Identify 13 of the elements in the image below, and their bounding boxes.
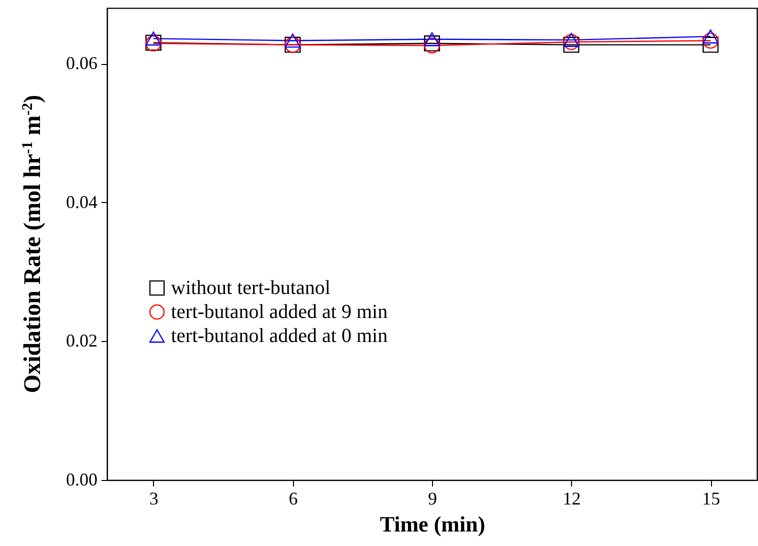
x-tick-label: 9 (428, 488, 437, 508)
legend-label: tert-butanol added at 0 min (171, 325, 388, 347)
y-tick-label: 0.02 (66, 330, 98, 351)
legend-label: without tert-butanol (171, 277, 331, 299)
y-tick-label: 0.04 (66, 192, 98, 212)
x-tick-label: 6 (288, 488, 298, 508)
x-tick-label: 3 (149, 488, 158, 508)
x-tick-label: 12 (562, 488, 581, 508)
y-tick-label: 0.06 (66, 53, 98, 74)
x-tick-label: 15 (702, 488, 720, 508)
legend-label: tert-butanol added at 9 min (171, 301, 388, 323)
y-tick-label: 0.00 (66, 470, 98, 490)
x-axis-title: Time (min) (380, 512, 486, 536)
